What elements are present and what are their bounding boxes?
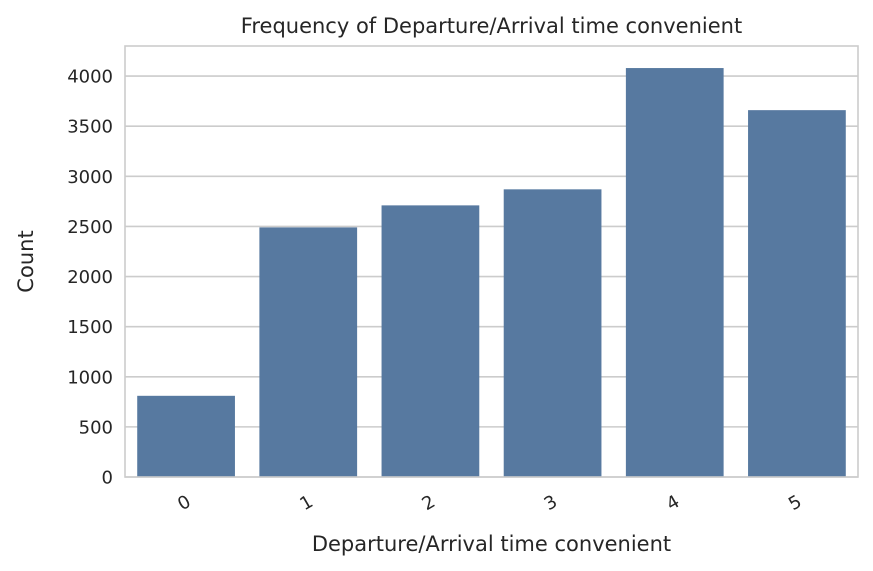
y-tick-label: 0: [102, 468, 113, 489]
y-tick-label: 2500: [67, 217, 113, 238]
x-tick-label: 2: [418, 491, 438, 515]
bar-4: [625, 68, 724, 478]
y-tick-label: 3000: [67, 167, 113, 188]
plot-frame: [124, 45, 859, 478]
y-tick-label: 1500: [67, 317, 113, 338]
chart-title: Frequency of Departure/Arrival time conv…: [241, 14, 742, 38]
y-tick-label: 2000: [67, 267, 113, 288]
y-tick-label: 500: [79, 417, 113, 438]
x-tick-label: 4: [663, 491, 683, 515]
x-axis-label: Departure/Arrival time convenient: [312, 532, 671, 556]
x-tick-label: 0: [174, 491, 194, 515]
y-tick-label: 1000: [67, 367, 113, 388]
y-tick-labels: 0 500 1000 1500 2000 2500 3000 3500 4000: [67, 67, 113, 489]
x-tick-label: 3: [541, 491, 561, 515]
bar-1: [259, 227, 358, 477]
bar-3: [503, 189, 602, 477]
bars: [137, 68, 846, 478]
x-tick-labels: 0 1 2 3 4 5: [174, 491, 805, 515]
bar-2: [381, 205, 480, 478]
x-tick-label: 5: [785, 491, 805, 515]
x-tick-label: 1: [296, 491, 316, 515]
bar-5: [748, 110, 846, 477]
bar-0: [137, 395, 235, 477]
y-gridlines: [125, 75, 858, 478]
y-axis-label: Count: [14, 230, 38, 292]
y-tick-label: 4000: [67, 67, 113, 88]
y-tick-label: 3500: [67, 117, 113, 138]
